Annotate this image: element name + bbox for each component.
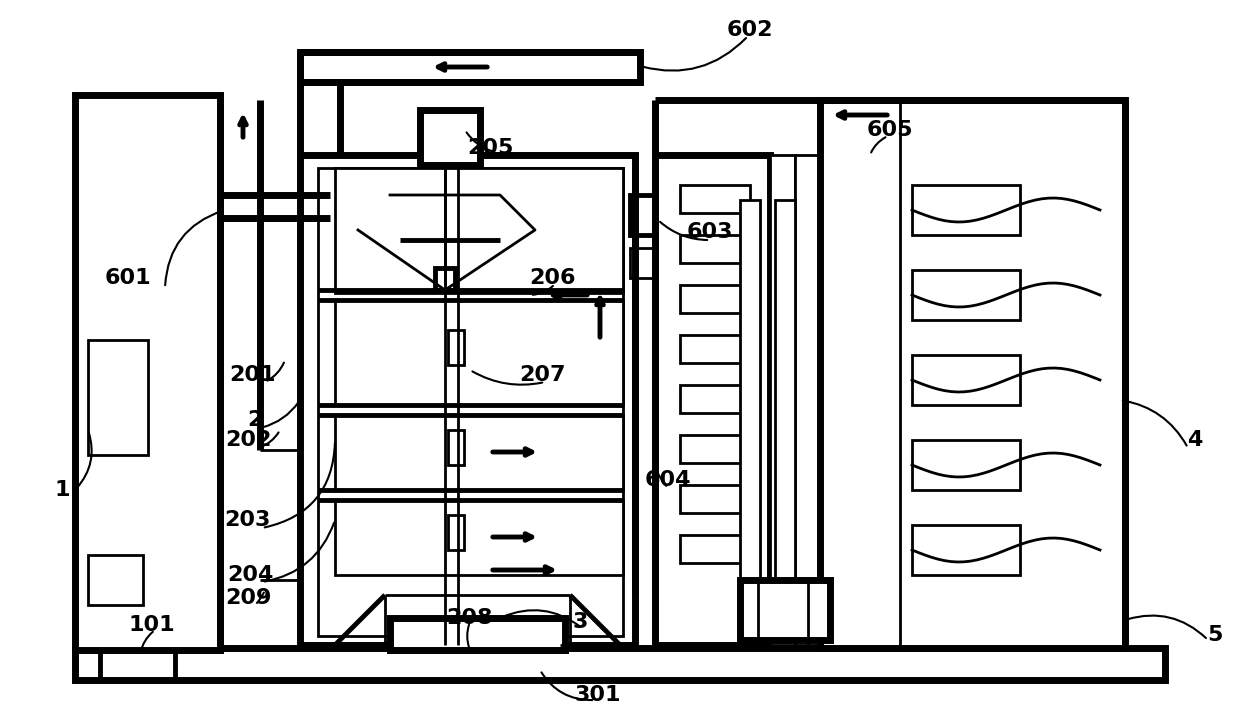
Bar xyxy=(448,330,464,365)
Text: 2: 2 xyxy=(247,410,263,430)
Bar xyxy=(740,200,760,585)
Text: 5: 5 xyxy=(1208,625,1223,645)
Text: 208: 208 xyxy=(446,608,494,628)
Bar xyxy=(911,440,1021,490)
Bar xyxy=(680,185,750,213)
Bar xyxy=(630,195,660,235)
Bar xyxy=(335,415,622,490)
Text: 203: 203 xyxy=(223,510,270,530)
Bar xyxy=(680,385,750,413)
Text: 4: 4 xyxy=(1188,430,1203,450)
Bar xyxy=(317,168,622,636)
Bar xyxy=(335,500,622,575)
Bar xyxy=(770,155,795,645)
Bar xyxy=(911,185,1021,235)
Text: 209: 209 xyxy=(224,588,272,608)
Bar xyxy=(820,100,1125,648)
Bar xyxy=(335,300,622,405)
Text: 205: 205 xyxy=(466,138,513,158)
Bar xyxy=(775,200,795,585)
Bar xyxy=(680,285,750,313)
Text: 1: 1 xyxy=(55,480,69,500)
Bar xyxy=(300,155,635,645)
Bar xyxy=(680,435,750,463)
Bar xyxy=(88,555,143,605)
Bar xyxy=(448,515,464,550)
Text: 602: 602 xyxy=(727,20,774,40)
Bar xyxy=(420,110,480,165)
Bar xyxy=(630,248,655,278)
Bar xyxy=(300,52,640,82)
Text: 603: 603 xyxy=(687,222,733,242)
Bar xyxy=(74,648,1166,680)
Text: 301: 301 xyxy=(575,685,621,705)
Text: 605: 605 xyxy=(867,120,913,140)
Text: 601: 601 xyxy=(104,268,151,288)
Text: 201: 201 xyxy=(228,365,275,385)
Bar xyxy=(680,535,750,563)
Bar xyxy=(435,268,455,290)
Bar xyxy=(680,235,750,263)
Bar xyxy=(448,430,464,465)
Bar xyxy=(911,270,1021,320)
Bar xyxy=(74,95,219,650)
Bar xyxy=(911,355,1021,405)
Text: 204: 204 xyxy=(227,565,273,585)
Bar xyxy=(911,525,1021,575)
Text: 206: 206 xyxy=(529,268,577,288)
Bar xyxy=(680,485,750,513)
Text: 3: 3 xyxy=(573,612,588,632)
Bar xyxy=(680,335,750,363)
Bar xyxy=(88,340,148,455)
Bar xyxy=(740,580,830,640)
Text: 101: 101 xyxy=(129,615,175,635)
Text: 604: 604 xyxy=(645,470,691,490)
Bar xyxy=(655,155,770,645)
Text: 202: 202 xyxy=(224,430,272,450)
Bar xyxy=(795,155,820,645)
Bar xyxy=(391,618,565,650)
Bar xyxy=(335,168,622,293)
Text: 207: 207 xyxy=(520,365,567,385)
